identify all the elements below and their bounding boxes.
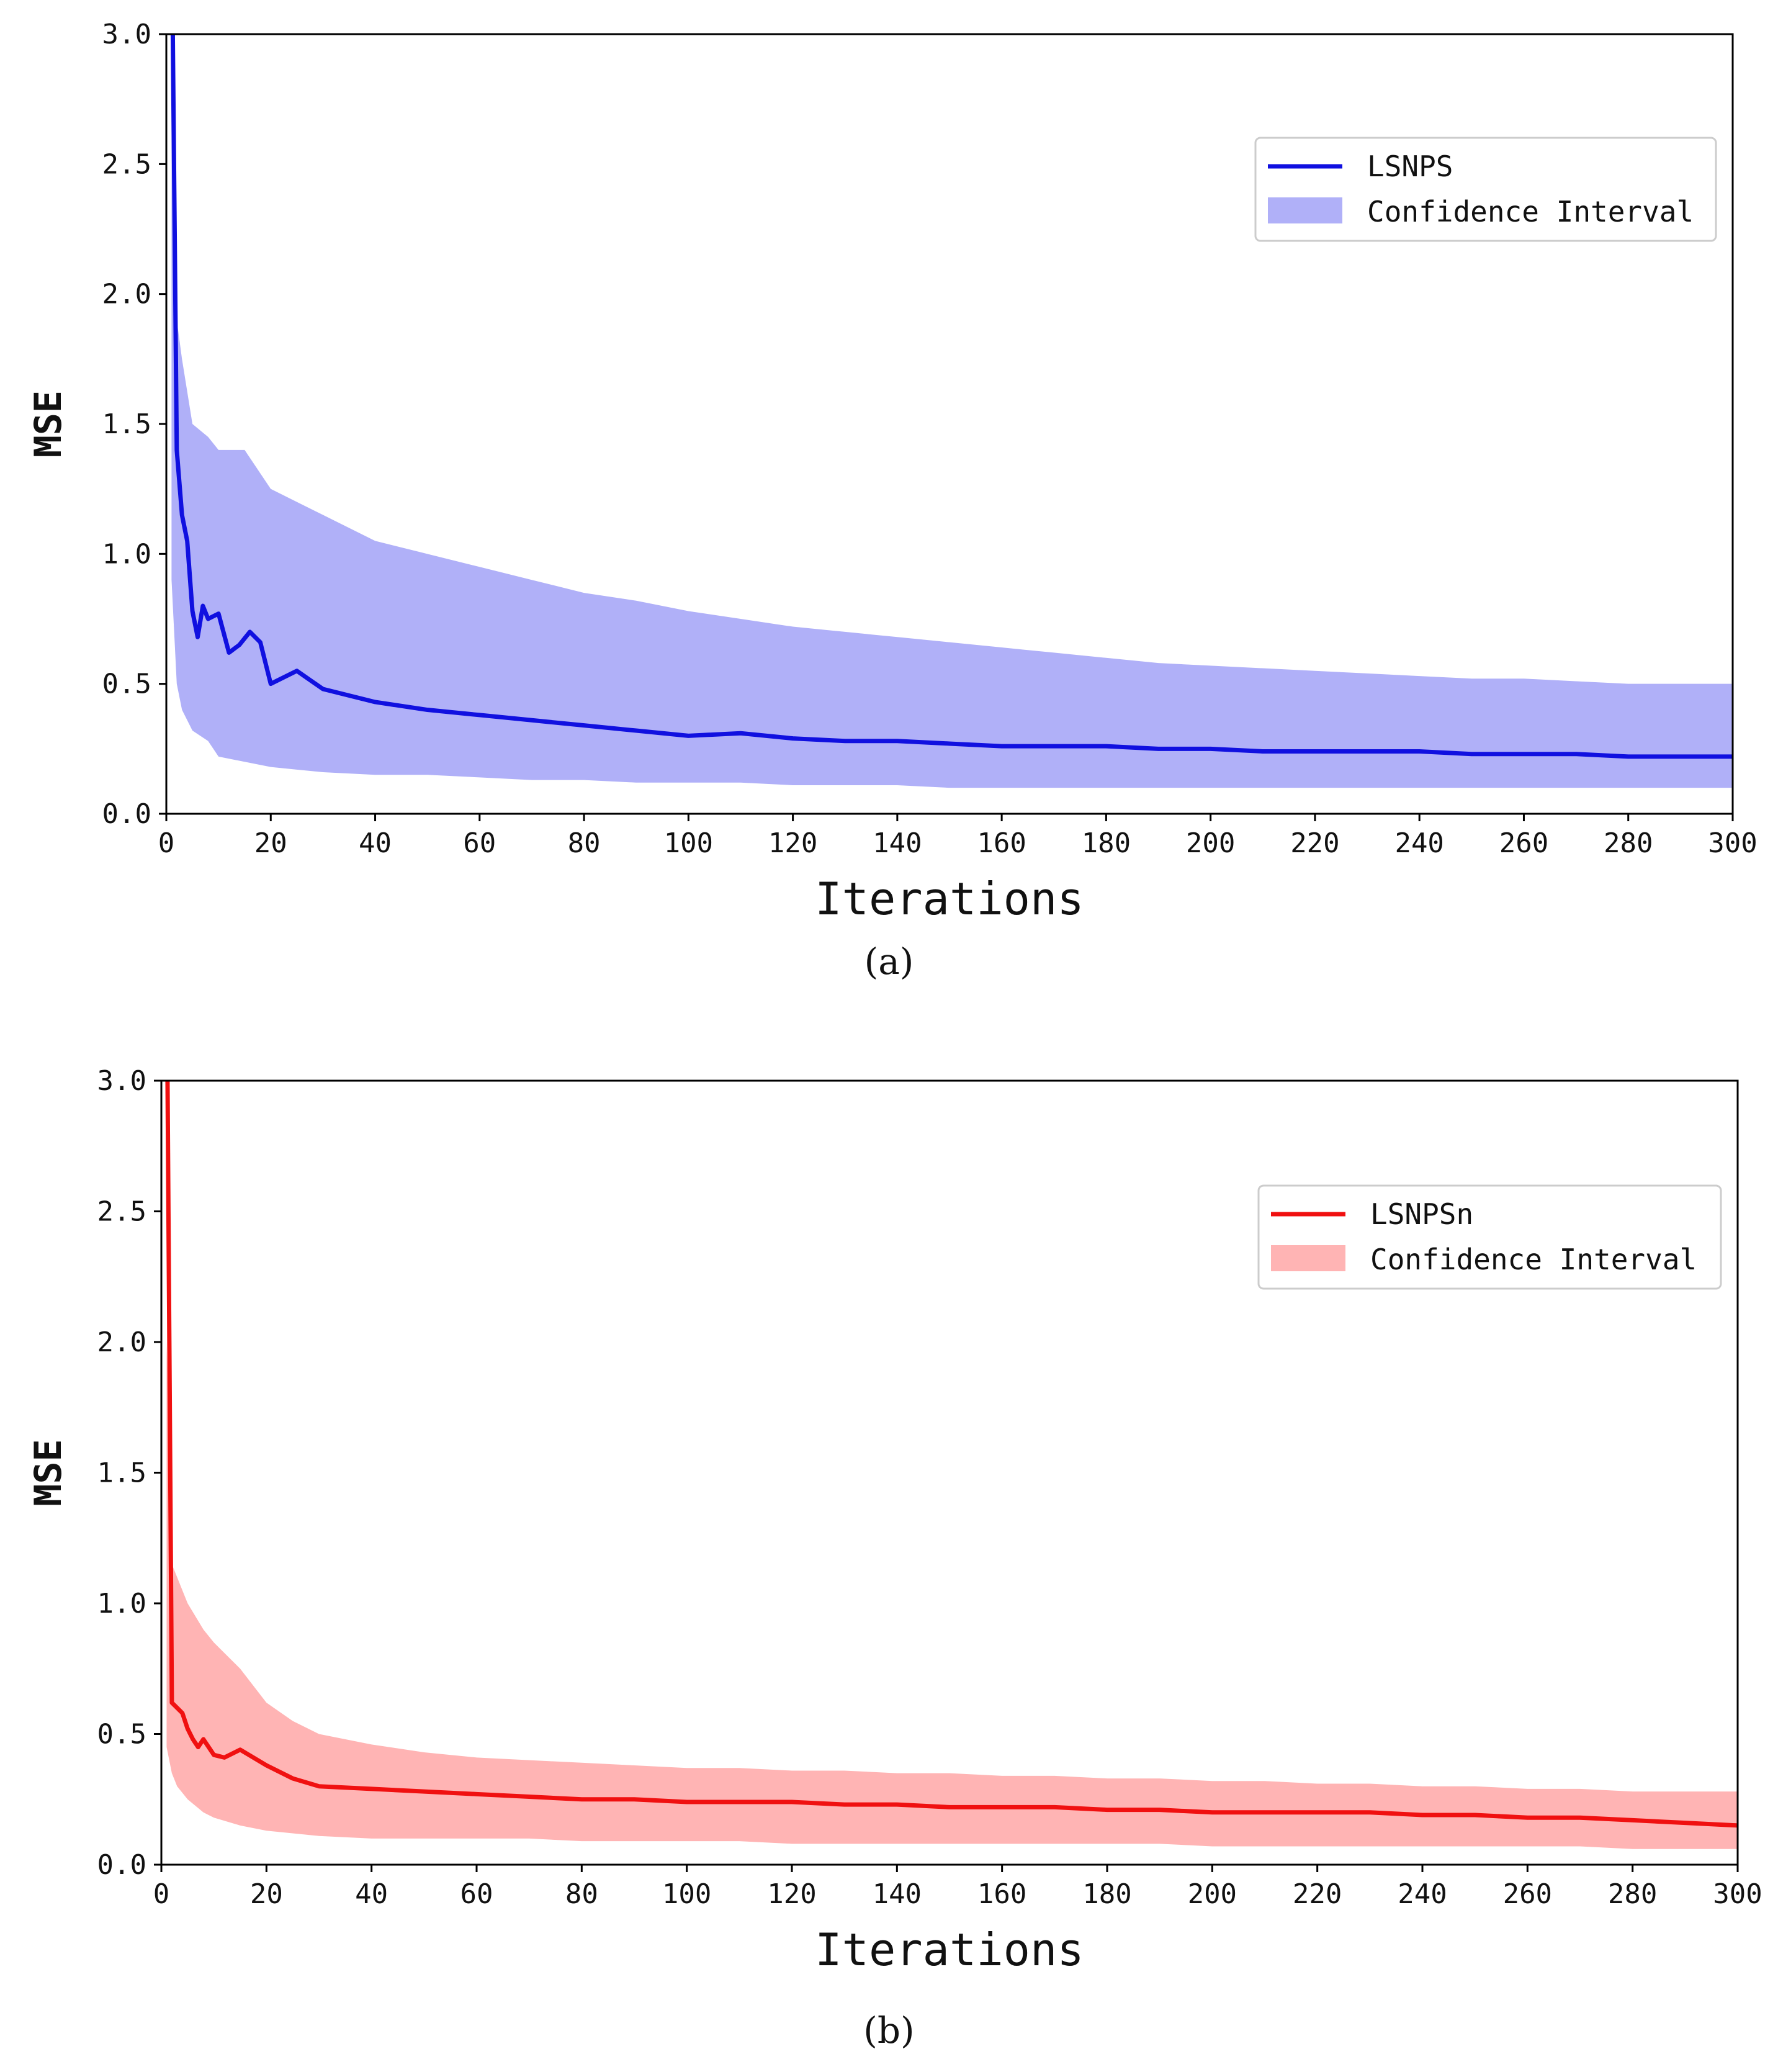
caption-a: (a) <box>864 940 914 983</box>
y-axis-title: MSE <box>27 390 70 457</box>
x-axis-title: Iterations <box>815 873 1084 925</box>
chart-a: 0 20 40 60 80 100 120 140 160 180 200 220 240 260 280 3… <box>27 19 1758 925</box>
x-tick-label: 280 <box>1608 1878 1657 1910</box>
legend-line-label: LSNPS <box>1367 150 1453 183</box>
y-tick-label: 2.5 <box>102 148 151 180</box>
x-tick-label: 160 <box>977 827 1026 859</box>
y-tick-label: 1.5 <box>102 408 151 440</box>
y-tick-label: 2.0 <box>97 1327 146 1358</box>
x-tick-label: 120 <box>767 1878 816 1910</box>
legend-band-label: Confidence Interval <box>1367 195 1694 228</box>
x-tick-label: 220 <box>1293 1878 1342 1910</box>
x-tick-label: 80 <box>565 1878 598 1910</box>
chart-panel-a: 0 20 40 60 80 100 120 140 160 180 200 220 240 260 280 3… <box>27 19 1758 983</box>
y-axis-title: MSE <box>27 1439 70 1506</box>
x-tick-label: 60 <box>463 827 496 859</box>
y-tick-label: 1.0 <box>102 538 151 570</box>
x-tick-label: 220 <box>1290 827 1339 859</box>
legend-box <box>1254 137 1717 242</box>
legend-band-swatch <box>1268 197 1342 223</box>
x-tick-label: 120 <box>768 827 817 859</box>
x-tick-label: 240 <box>1398 1878 1447 1910</box>
y-tick-label: 0.0 <box>97 1849 146 1881</box>
y-tick-label: 3.0 <box>97 1065 146 1097</box>
x-tick-label: 100 <box>664 827 713 859</box>
x-tick-label: 260 <box>1499 827 1548 859</box>
x-tick-label: 200 <box>1186 827 1235 859</box>
x-tick-label: 180 <box>1082 1878 1131 1910</box>
x-tick-label: 260 <box>1503 1878 1552 1910</box>
y-tick-label: 0.5 <box>102 669 151 700</box>
x-tick-label: 140 <box>873 827 922 859</box>
series-line-lsnpsn <box>165 1081 1738 1828</box>
chart-panel-b: 0 20 40 60 80 100 120 140 160 180 200 220 240 260 280 3… <box>0 1036 1778 2072</box>
chart-b: 0 20 40 60 80 100 120 140 160 180 200 220 240 260 280 3… <box>27 1065 1762 1976</box>
x-tick-label: 60 <box>460 1878 493 1910</box>
x-tick-label: 300 <box>1708 827 1757 859</box>
legend-line-label: LSNPSn <box>1370 1197 1473 1231</box>
legend-band-label: Confidence Interval <box>1370 1243 1697 1276</box>
x-tick-label: 280 <box>1604 827 1653 859</box>
x-tick-label: 80 <box>568 827 601 859</box>
x-tick-label: 40 <box>355 1878 388 1910</box>
y-tick-label: 0.5 <box>97 1719 146 1750</box>
x-tick-label: 300 <box>1713 1878 1762 1910</box>
confidence-band <box>171 34 1733 788</box>
x-tick-label: 40 <box>359 827 392 859</box>
y-tick-label: 2.0 <box>102 279 151 310</box>
x-tick-label: 0 <box>153 1878 170 1910</box>
y-tick-label: 2.5 <box>97 1196 146 1228</box>
x-tick-label: 140 <box>873 1878 922 1910</box>
y-tick-label: 0.0 <box>102 798 151 830</box>
x-tick-label: 180 <box>1082 827 1131 859</box>
x-tick-label: 20 <box>254 827 287 859</box>
y-tick-label: 3.0 <box>102 19 151 50</box>
x-tick-label: 0 <box>158 827 175 859</box>
x-tick-label: 100 <box>662 1878 711 1910</box>
x-tick-label: 20 <box>250 1878 283 1910</box>
confidence-band <box>166 1342 1738 1849</box>
series-line-lsnps <box>170 34 1733 759</box>
x-tick-label: 200 <box>1188 1878 1237 1910</box>
x-tick-label: 240 <box>1394 827 1444 859</box>
x-axis-title: Iterations <box>815 1924 1084 1976</box>
y-tick-label: 1.5 <box>97 1457 146 1489</box>
legend-band-swatch <box>1271 1245 1345 1271</box>
legend-box <box>1257 1184 1722 1290</box>
y-tick-label: 1.0 <box>97 1588 146 1619</box>
x-tick-label: 160 <box>977 1878 1026 1910</box>
caption-b: (b) <box>863 2009 915 2052</box>
